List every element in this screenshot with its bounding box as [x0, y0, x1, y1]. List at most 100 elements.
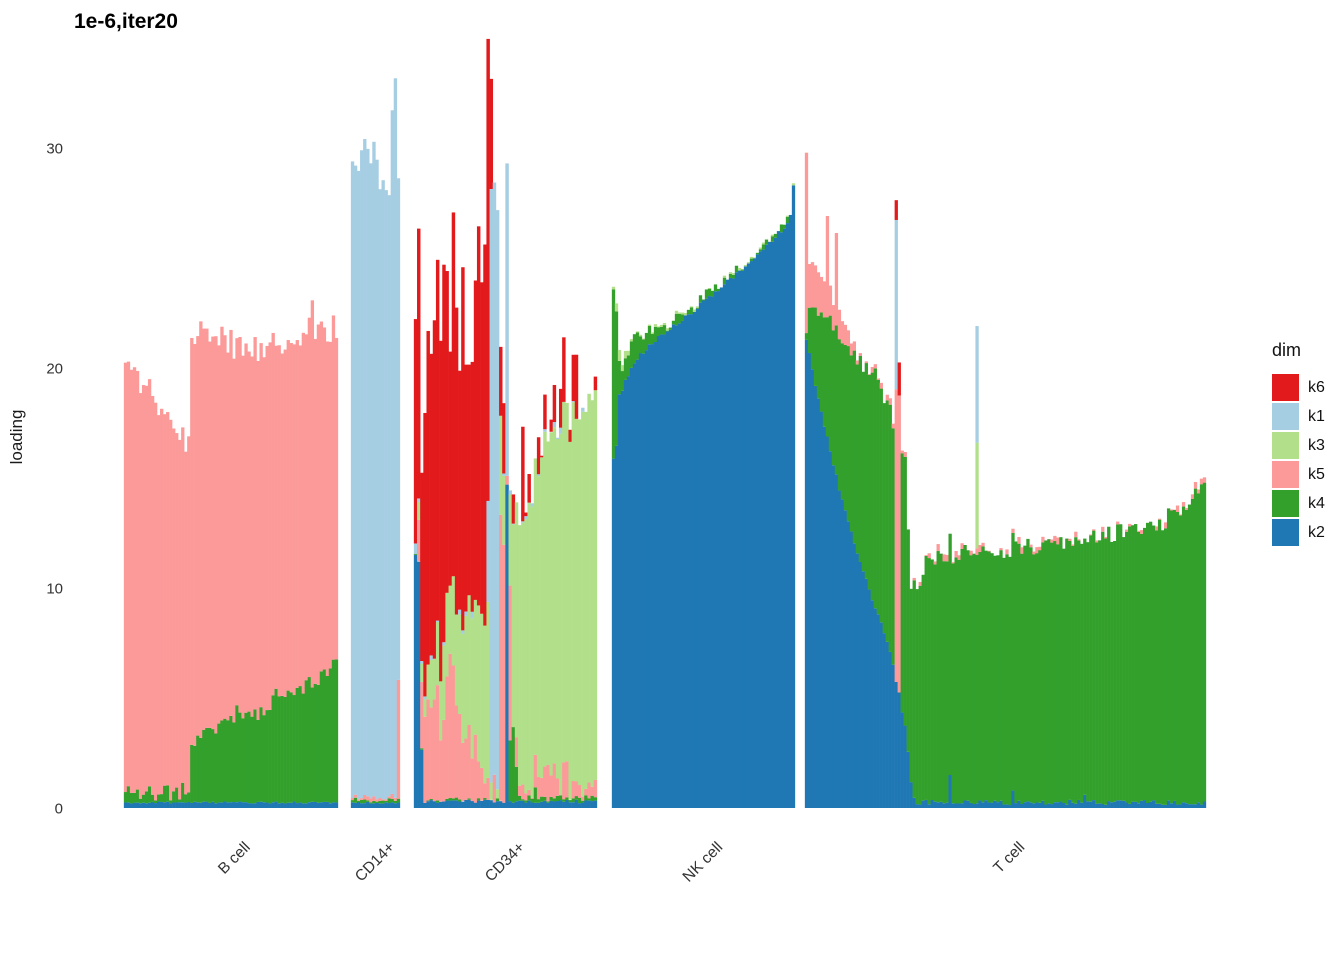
legend-swatch-k3: [1272, 432, 1299, 459]
bar-segment: [417, 228, 421, 499]
bar-segment: [524, 802, 528, 808]
bar-segment: [135, 370, 140, 790]
bar-segment: [1071, 545, 1075, 803]
bar-segment: [413, 319, 418, 544]
bar-segment: [486, 799, 490, 808]
bar-segment: [1032, 803, 1036, 808]
bar-segment: [226, 352, 230, 721]
bar-segment: [384, 190, 388, 800]
bar-segment: [420, 748, 424, 750]
bar-segment: [731, 278, 736, 808]
bar-segment: [849, 343, 854, 356]
bar-segment: [1137, 803, 1141, 808]
bar-segment: [632, 334, 637, 364]
bar-segment: [879, 388, 883, 623]
bar-segment: [1128, 523, 1132, 527]
bar-segment: [617, 394, 622, 808]
bar-segment: [543, 394, 547, 430]
bar-segment: [141, 385, 146, 795]
bar-segment: [432, 699, 437, 802]
bar-segment: [804, 339, 809, 808]
bar-segment: [429, 660, 434, 708]
bar-segment: [1166, 800, 1171, 808]
bar-segment: [543, 766, 547, 797]
bar-segment: [626, 355, 631, 377]
bar-segment: [448, 800, 453, 808]
bar-segment: [458, 799, 462, 802]
bar-segment: [241, 355, 245, 719]
bar-segment: [1035, 547, 1039, 554]
bar-segment: [334, 337, 339, 660]
bar-segment: [957, 559, 961, 804]
legend-swatch-k2: [1272, 519, 1299, 546]
bar-segment: [289, 343, 293, 693]
bar-segment: [353, 165, 358, 795]
bar-segment: [1148, 801, 1153, 808]
bar-segment: [611, 289, 616, 459]
bar-segment: [172, 802, 176, 808]
bar-segment: [1011, 790, 1015, 808]
bar-segment: [846, 330, 851, 347]
bar-segment: [870, 600, 874, 808]
bar-segment: [135, 802, 140, 808]
bar-segment: [1202, 801, 1207, 808]
bar-segment: [558, 795, 563, 801]
bar-segment: [749, 256, 754, 259]
bar-segment: [495, 210, 500, 790]
bar-segment: [268, 342, 272, 710]
bar-segment: [671, 324, 676, 808]
bar-segment: [366, 800, 370, 802]
bar-segment: [641, 338, 646, 340]
bar-segment: [396, 798, 401, 803]
bar-segment: [1178, 515, 1183, 805]
bar-segment: [999, 550, 1003, 801]
bar-segment: [160, 794, 164, 802]
bar-segment: [1131, 801, 1135, 808]
bar-segment: [390, 802, 395, 808]
bar-segment: [432, 801, 437, 808]
bar-segment: [514, 766, 519, 802]
bar-segment: [486, 38, 490, 501]
bar-segment: [181, 782, 185, 803]
bar-segment: [626, 376, 631, 808]
bar-segment: [782, 224, 787, 229]
bar-segment: [1068, 540, 1072, 800]
bar-segment: [549, 419, 553, 432]
bar-segment: [1157, 518, 1162, 520]
bar-segment: [1178, 514, 1183, 516]
bar-segment: [423, 802, 427, 808]
bar-segment: [187, 792, 191, 802]
bar-segment: [864, 361, 868, 364]
bar-segment: [656, 326, 661, 328]
bar-segment: [445, 271, 449, 593]
bar-segment: [671, 320, 676, 325]
bar-segment: [196, 735, 200, 803]
bar-segment: [1071, 802, 1075, 808]
bar-segment: [187, 801, 191, 808]
bar-segment: [363, 139, 367, 796]
bar-segment: [1059, 537, 1063, 802]
bar-segment: [1190, 494, 1195, 499]
bar-segment: [132, 792, 137, 803]
bar-segment: [813, 265, 818, 308]
bar-segment: [840, 321, 845, 344]
bar-segment: [924, 555, 928, 556]
bar-segment: [936, 544, 940, 552]
bar-segment: [948, 533, 952, 775]
bar-segment: [250, 803, 254, 808]
bar-segment: [816, 315, 821, 399]
bar-segment: [508, 740, 512, 802]
bar-segment: [849, 355, 854, 532]
bar-segment: [375, 802, 379, 808]
bar-segment: [590, 801, 594, 808]
bar-segment: [396, 679, 401, 799]
bar-segment: [1101, 804, 1105, 808]
bar-segment: [480, 613, 484, 768]
bar-segment: [1143, 800, 1147, 808]
bar-segment: [280, 695, 284, 803]
bar-segment: [178, 802, 182, 808]
bar-segment: [590, 795, 594, 802]
x-axis-ticks: B cell CD14+ CD34+ NK cell T cell: [215, 839, 1028, 886]
bar-segment: [855, 553, 860, 808]
